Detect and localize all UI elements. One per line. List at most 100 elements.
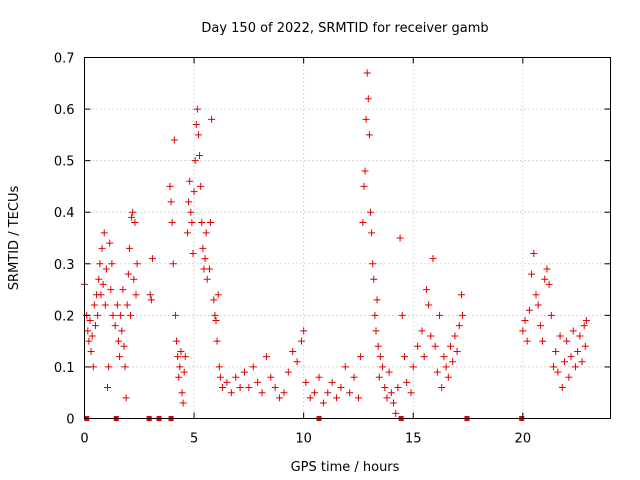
data-point: [109, 311, 117, 319]
data-point: [311, 389, 319, 397]
data-point: [403, 378, 411, 386]
data-point: [202, 229, 210, 237]
y-tick-label: 0.2: [54, 309, 75, 324]
data-point: [363, 69, 371, 77]
data-point: [459, 311, 467, 319]
data-point: [565, 373, 573, 381]
data-point: [192, 121, 200, 129]
data-point: [328, 378, 336, 386]
data-point: [193, 105, 201, 113]
data-point: [371, 311, 379, 319]
data-point: [184, 229, 192, 237]
y-axis-label: SRMTID / TECUs: [7, 186, 22, 291]
data-point: [199, 244, 207, 252]
data-point: [306, 394, 314, 402]
data-point: [359, 219, 367, 227]
data-point: [374, 342, 382, 350]
data-point: [337, 384, 345, 392]
data-point: [381, 384, 389, 392]
data-point: [169, 260, 177, 268]
data-point: [167, 198, 175, 206]
data-point: [429, 255, 437, 263]
x-tick-label: 0: [80, 432, 88, 447]
data-point: [168, 219, 176, 227]
data-point: [425, 301, 433, 309]
data-point: [111, 322, 119, 330]
data-point: [173, 337, 181, 345]
data-point: [210, 296, 218, 304]
data-point: [181, 353, 189, 361]
data-point: [541, 275, 549, 283]
data-point: [98, 244, 106, 252]
x-tick-label: 10: [295, 432, 312, 447]
data-point: [370, 275, 378, 283]
data-point: [185, 198, 193, 206]
data-point: [453, 347, 461, 355]
data-point: [392, 409, 400, 417]
data-point: [117, 311, 125, 319]
data-point: [333, 394, 341, 402]
data-point: [196, 151, 204, 159]
data-series-gamb: [81, 69, 590, 417]
data-point: [324, 389, 332, 397]
data-point: [297, 337, 305, 345]
data-point: [543, 265, 551, 273]
data-point: [104, 384, 112, 392]
y-tick-label: 0.4: [54, 206, 75, 221]
data-point: [418, 327, 426, 335]
y-tick-label: 0.3: [54, 258, 75, 273]
data-point: [121, 363, 129, 371]
data-point: [95, 275, 103, 283]
data-point: [457, 291, 465, 299]
data-point: [532, 291, 540, 299]
data-point: [127, 311, 135, 319]
data-point: [148, 255, 156, 263]
data-point: [362, 115, 370, 123]
data-point: [368, 229, 376, 237]
data-point: [166, 182, 174, 190]
data-point: [519, 327, 527, 335]
data-point: [176, 363, 184, 371]
y-tick-label: 0.5: [54, 155, 75, 170]
data-point: [249, 363, 257, 371]
data-point: [394, 384, 402, 392]
data-point: [409, 363, 417, 371]
y-tick-label: 0.7: [54, 52, 75, 67]
data-point: [190, 188, 198, 196]
axis-ticks: 0 0.1 0.2 0.3 0.4 0.5 0.6 0.7 0 5 10 15 20: [54, 52, 611, 447]
data-point: [414, 342, 422, 350]
data-point: [357, 353, 365, 361]
data-point: [105, 363, 113, 371]
data-point: [170, 136, 178, 144]
data-point: [560, 358, 568, 366]
data-point: [280, 389, 288, 397]
y-tick-label: 0.6: [54, 103, 75, 118]
data-point: [271, 384, 279, 392]
data-point: [284, 368, 292, 376]
data-point: [88, 332, 96, 340]
data-point: [84, 327, 92, 335]
data-point: [523, 337, 531, 345]
data-point: [189, 249, 197, 257]
data-point: [407, 389, 415, 397]
data-point: [438, 384, 446, 392]
data-point: [203, 275, 211, 283]
data-point: [556, 332, 564, 340]
data-point: [369, 260, 377, 268]
data-point: [574, 347, 582, 355]
data-point: [315, 373, 323, 381]
data-point: [354, 394, 362, 402]
data-point: [545, 280, 553, 288]
data-point: [367, 208, 375, 216]
data-point: [178, 389, 186, 397]
data-point: [212, 317, 220, 325]
data-point: [116, 353, 124, 361]
data-point: [177, 347, 185, 355]
grid-lines: [84, 57, 611, 419]
data-point: [563, 337, 571, 345]
data-point: [124, 270, 132, 278]
data-point: [223, 378, 231, 386]
data-point: [106, 239, 114, 247]
data-point: [119, 286, 127, 294]
